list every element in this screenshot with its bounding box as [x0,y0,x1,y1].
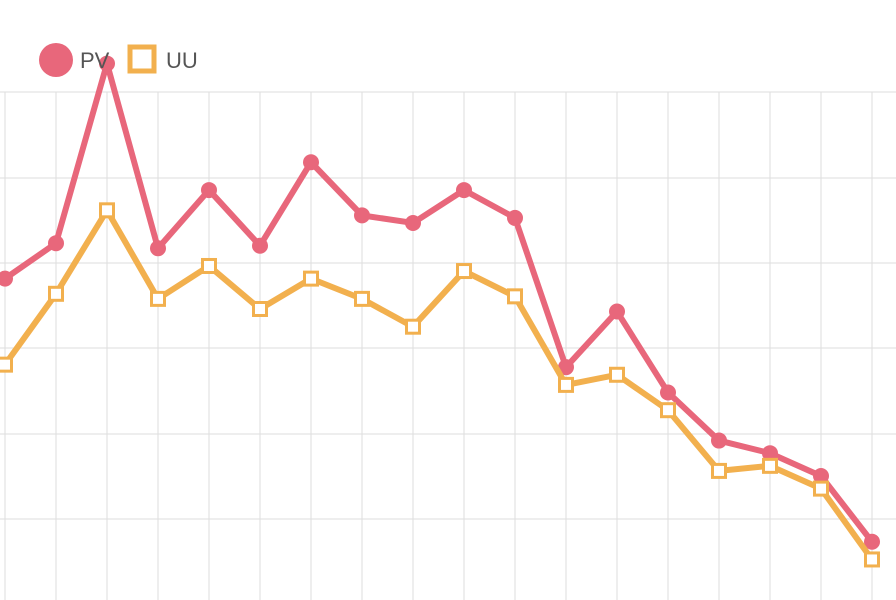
legend-item-pv[interactable]: PV [39,43,110,77]
data-point-pv[interactable] [813,467,829,484]
data-point-uu[interactable] [303,270,319,287]
data-point-pv[interactable] [711,432,727,449]
data-point-pv[interactable] [405,214,421,231]
data-point-pv[interactable] [558,359,574,376]
data-point-pv[interactable] [99,55,115,72]
data-point-uu[interactable] [405,318,421,335]
legend[interactable]: PV UU [39,43,198,77]
data-point-pv[interactable] [456,182,472,199]
data-point-uu[interactable] [150,290,166,307]
data-point-uu[interactable] [609,366,625,383]
legend-label-pv: PV [80,48,110,73]
series-pv [0,55,880,550]
data-point-pv[interactable] [762,445,778,462]
data-point-uu[interactable] [252,300,268,317]
data-point-pv[interactable] [303,154,319,171]
data-point-pv[interactable] [864,533,880,550]
data-point-pv[interactable] [354,207,370,224]
data-point-pv[interactable] [252,237,268,254]
data-point-uu[interactable] [558,376,574,393]
data-point-pv[interactable] [507,209,523,226]
data-point-pv[interactable] [150,240,166,257]
data-point-uu[interactable] [864,551,880,568]
data-point-uu[interactable] [354,290,370,307]
grid [0,91,896,600]
legend-label-uu: UU [166,48,198,73]
data-point-pv[interactable] [609,303,625,320]
series-uu [0,202,880,568]
data-point-pv[interactable] [0,270,13,287]
data-point-uu[interactable] [660,402,676,419]
data-point-uu[interactable] [813,480,829,497]
data-point-uu[interactable] [456,263,472,280]
legend-marker-uu [127,44,157,74]
data-point-pv[interactable] [201,182,217,199]
data-point-uu[interactable] [762,457,778,474]
data-point-uu[interactable] [0,356,13,373]
data-point-uu[interactable] [99,202,115,219]
data-point-uu[interactable] [48,285,64,302]
data-point-pv[interactable] [48,235,64,252]
series-line-uu [2,207,875,563]
data-point-uu[interactable] [711,462,727,479]
data-point-uu[interactable] [507,288,523,305]
data-point-uu[interactable] [201,257,217,274]
data-point-pv[interactable] [660,384,676,401]
series-layer [0,55,880,568]
legend-item-uu[interactable]: UU [127,44,198,74]
series-line-pv [2,60,875,545]
legend-marker-pv [39,43,73,77]
